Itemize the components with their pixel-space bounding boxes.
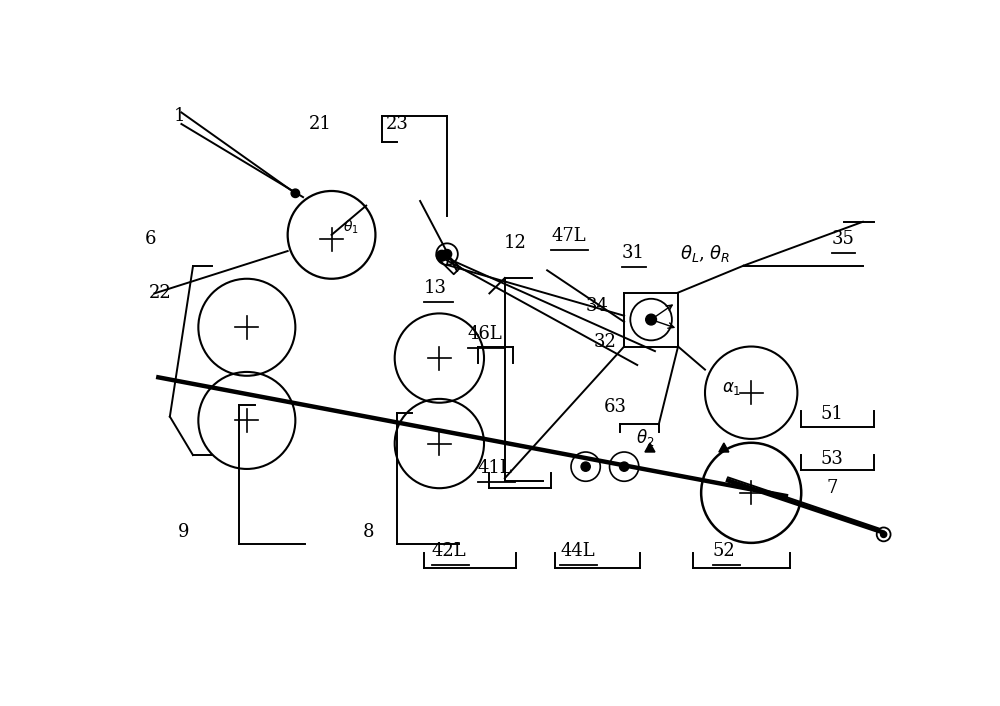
Text: 23: 23 bbox=[385, 115, 408, 133]
Polygon shape bbox=[645, 443, 655, 452]
Text: 31: 31 bbox=[622, 244, 645, 263]
Circle shape bbox=[436, 251, 447, 261]
Text: 12: 12 bbox=[503, 234, 526, 252]
Text: 9: 9 bbox=[178, 523, 189, 541]
Text: 44L: 44L bbox=[560, 542, 595, 561]
Text: 46L: 46L bbox=[468, 325, 503, 343]
Text: 42L: 42L bbox=[432, 542, 466, 561]
Text: 1: 1 bbox=[174, 107, 185, 125]
Text: 13: 13 bbox=[424, 279, 447, 297]
Polygon shape bbox=[719, 443, 729, 452]
Text: 32: 32 bbox=[593, 333, 616, 351]
Text: 51: 51 bbox=[820, 405, 843, 424]
Text: 52: 52 bbox=[713, 542, 735, 561]
Circle shape bbox=[581, 462, 590, 472]
Text: $\theta_L$, $\theta_R$: $\theta_L$, $\theta_R$ bbox=[680, 243, 731, 264]
Text: 41L: 41L bbox=[478, 459, 513, 477]
Circle shape bbox=[291, 189, 300, 198]
Circle shape bbox=[442, 249, 452, 258]
Text: 21: 21 bbox=[308, 115, 331, 133]
Text: 35: 35 bbox=[832, 230, 855, 249]
Text: 53: 53 bbox=[820, 450, 843, 468]
Text: $\theta_2$: $\theta_2$ bbox=[636, 427, 654, 448]
Text: 34: 34 bbox=[586, 297, 609, 316]
Circle shape bbox=[646, 314, 656, 325]
Circle shape bbox=[620, 462, 629, 472]
Text: $\theta_1$: $\theta_1$ bbox=[343, 218, 359, 236]
Circle shape bbox=[881, 532, 887, 537]
Text: $\alpha_1$: $\alpha_1$ bbox=[722, 380, 741, 397]
Text: 7: 7 bbox=[827, 479, 838, 497]
Text: 8: 8 bbox=[362, 523, 374, 541]
Text: 63: 63 bbox=[603, 397, 626, 416]
Text: 22: 22 bbox=[149, 285, 172, 302]
Text: 6: 6 bbox=[144, 230, 156, 249]
Text: 47L: 47L bbox=[551, 227, 586, 245]
